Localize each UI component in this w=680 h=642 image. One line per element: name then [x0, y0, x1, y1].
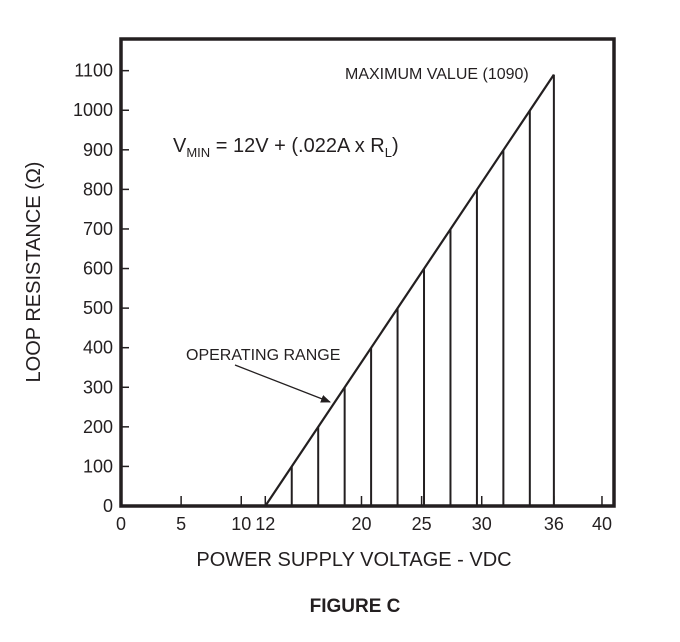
operating-range-hatch — [290, 74, 555, 506]
y-tick-label: 900 — [83, 140, 113, 160]
y-tick-label: 0 — [103, 496, 113, 516]
formula-label: VMIN = 12V + (.022A x RL) — [173, 135, 399, 160]
y-tick-label: 1000 — [73, 100, 113, 120]
y-tick-label: 200 — [83, 417, 113, 437]
x-axis-label: POWER SUPPLY VOLTAGE - VDC — [196, 549, 511, 571]
formula-suffix: ) — [392, 135, 399, 157]
x-tick-label: 12 — [255, 514, 275, 534]
y-tick-label: 400 — [83, 338, 113, 358]
y-tick-label: 600 — [83, 259, 113, 279]
y-tick-label: 700 — [83, 219, 113, 239]
y-tick-label: 100 — [83, 456, 113, 476]
x-axis-ticks: 0 5 10 12 20 25 30 36 40 — [116, 496, 612, 534]
x-tick-label: 10 — [231, 514, 251, 534]
y-tick-label: 800 — [83, 179, 113, 199]
x-tick-label: 5 — [176, 514, 186, 534]
x-tick-label: 25 — [412, 514, 432, 534]
y-tick-label: 500 — [83, 298, 113, 318]
operating-range-arrow — [234, 364, 331, 403]
plot-frame — [119, 37, 616, 508]
formula-middle: = 12V + (.022A x R — [210, 135, 385, 157]
formula-prefix: V — [173, 135, 187, 157]
formula-subscript-min: MIN — [186, 145, 210, 160]
x-tick-label: 20 — [351, 514, 371, 534]
y-axis-label: LOOP RESISTANCE (Ω) — [23, 162, 45, 383]
series-line — [264, 74, 555, 507]
x-tick-label: 36 — [544, 514, 564, 534]
x-tick-label: 40 — [592, 514, 612, 534]
x-tick-label: 0 — [116, 514, 126, 534]
y-tick-label: 300 — [83, 377, 113, 397]
y-axis-ticks: 0 100 200 300 400 500 600 700 800 900 1000 1100 — [73, 61, 129, 516]
operating-range-label: OPERATING RANGE — [186, 347, 340, 364]
figure-caption: FIGURE C — [310, 596, 401, 617]
formula-subscript-l: L — [385, 145, 392, 160]
maximum-value-label: MAXIMUM VALUE (1090) — [345, 66, 529, 83]
x-tick-label: 30 — [472, 514, 492, 534]
y-tick-label: 1100 — [74, 61, 113, 81]
